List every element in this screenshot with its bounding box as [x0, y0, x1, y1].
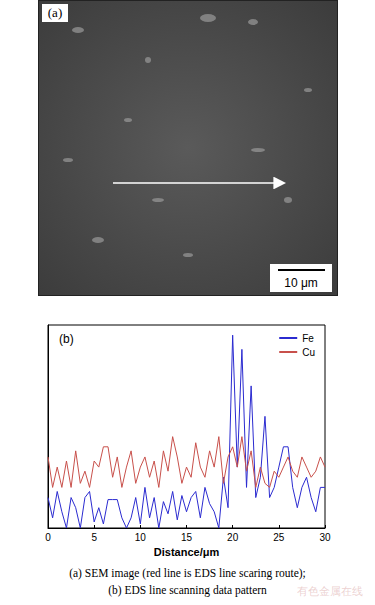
html-text:(b) EDS line scanning data pat: (b) EDS line scanning data pattern: [108, 584, 267, 596]
svg-text:Cu: Cu: [302, 347, 315, 358]
svg-text:0: 0: [45, 532, 51, 543]
svg-text:15: 15: [181, 532, 193, 543]
svg-text:(a): (a): [48, 5, 62, 20]
svg-text:25: 25: [273, 532, 285, 543]
svg-text:20: 20: [227, 532, 239, 543]
html-text:有色金属在线: 有色金属在线: [297, 585, 363, 598]
svg-text:(b): (b): [59, 332, 74, 346]
svg-text:10: 10: [135, 532, 147, 543]
svg-text:5: 5: [91, 532, 97, 543]
svg-text:30: 30: [319, 532, 331, 543]
svg-text:Fe: Fe: [302, 333, 314, 344]
html-text:(a) SEM image (red line is EDS: (a) SEM image (red line is EDS line scar…: [69, 567, 306, 579]
svg-text:Distance/μm: Distance/μm: [154, 546, 220, 558]
svg-text:10 μm: 10 μm: [284, 276, 318, 290]
